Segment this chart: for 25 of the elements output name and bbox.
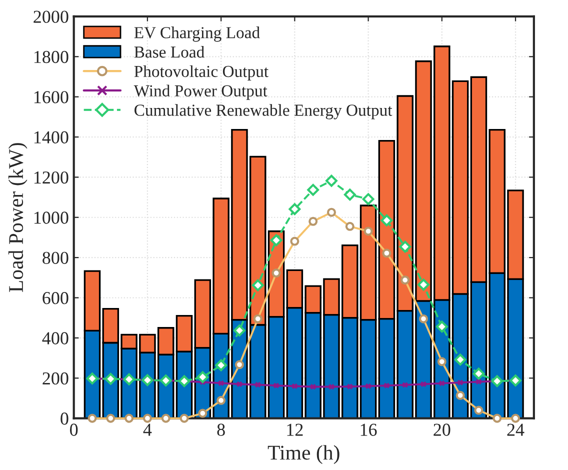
legend-label: EV Charging Load: [134, 26, 260, 42]
legend-label: Photovoltaic Output: [134, 65, 268, 80]
y-tick-label: 1400: [34, 131, 68, 144]
y-tick-label: 200: [42, 372, 68, 385]
y-tick-label: 400: [42, 332, 68, 344]
x-tick-label: 12: [287, 424, 303, 436]
y-tick-label: 800: [42, 252, 68, 264]
y-tick-label: 2000: [34, 10, 68, 23]
y-tick-label: 0: [60, 412, 68, 425]
x-tick-label: 16: [360, 424, 377, 436]
y-tick-label: 1800: [34, 50, 68, 64]
x-tick-label: 24: [507, 424, 524, 436]
legend-label: Wind Power Output: [134, 84, 268, 100]
x-tick-label: 0: [70, 424, 78, 436]
x-tick-label: 4: [143, 424, 152, 436]
x-tick-label: 20: [434, 424, 450, 436]
x-tick-label: 8: [217, 424, 225, 436]
legend-label: Base Load: [134, 46, 204, 58]
legend-label: Cumulative Renewable Energy Output: [134, 104, 392, 120]
y-tick-label: 1200: [34, 171, 68, 184]
y-tick-label: 1000: [34, 212, 68, 224]
y-axis-title: Load Power (kW): [8, 143, 28, 292]
x-axis-title: Time (h): [268, 445, 340, 464]
y-tick-label: 1600: [34, 91, 68, 104]
y-tick-label: 600: [42, 292, 68, 304]
